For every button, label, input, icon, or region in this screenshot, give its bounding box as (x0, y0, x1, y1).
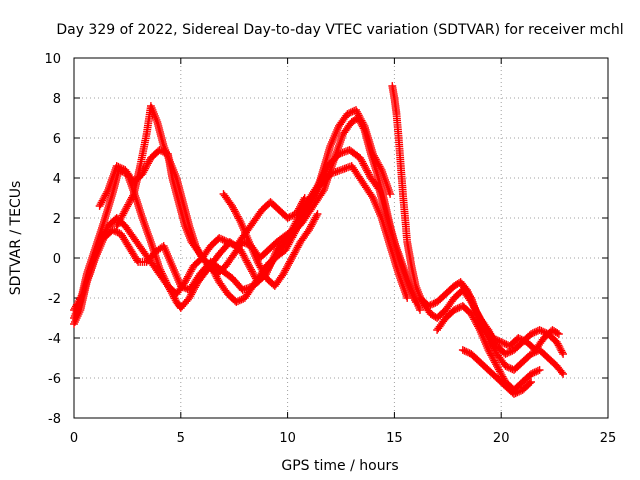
data-point (403, 294, 412, 302)
y-tick-label: -6 (48, 372, 61, 387)
series-track-5 (112, 102, 309, 262)
data-point (535, 366, 544, 374)
x-tick-label: 10 (279, 431, 296, 446)
y-tick-label: -4 (48, 332, 61, 347)
data-point (313, 210, 322, 218)
data-point (559, 370, 567, 378)
series-track-11 (458, 346, 535, 398)
y-tick-label: 4 (53, 172, 61, 187)
y-axis-label: SDTVAR / TECUs (8, 181, 24, 296)
x-tick-label: 20 (493, 431, 510, 446)
data-point (300, 194, 309, 202)
x-tick-label: 15 (386, 431, 403, 446)
x-tick-label: 25 (600, 431, 617, 446)
series-track-10 (458, 282, 567, 378)
data-point (559, 350, 567, 358)
y-tick-label: -8 (48, 412, 61, 427)
data-point (527, 378, 535, 386)
axis-ticks: 0 5 10 15 20 25 -8 -6 -4 -2 0 2 4 6 8 10 (44, 52, 616, 446)
data-point (386, 190, 394, 198)
y-tick-label: 2 (53, 212, 61, 227)
x-axis-label: GPS time / hours (281, 458, 398, 474)
series-track-6 (219, 190, 322, 290)
x-tick-label: 0 (70, 431, 78, 446)
x-tick-label: 5 (177, 431, 185, 446)
data-marks (70, 82, 567, 398)
y-tick-label: 10 (44, 52, 61, 67)
y-tick-label: 6 (53, 132, 61, 147)
y-tick-label: 0 (53, 252, 61, 267)
data-point (555, 330, 563, 338)
data-point (416, 306, 424, 314)
chart-title: Day 329 of 2022, Sidereal Day-to-day VTE… (56, 22, 623, 38)
plot-frame (73, 57, 609, 419)
data-point (411, 298, 420, 306)
y-tick-label: -2 (48, 292, 61, 307)
y-tick-label: 8 (53, 92, 61, 107)
series-track-9 (433, 302, 544, 394)
data-point (525, 379, 534, 388)
